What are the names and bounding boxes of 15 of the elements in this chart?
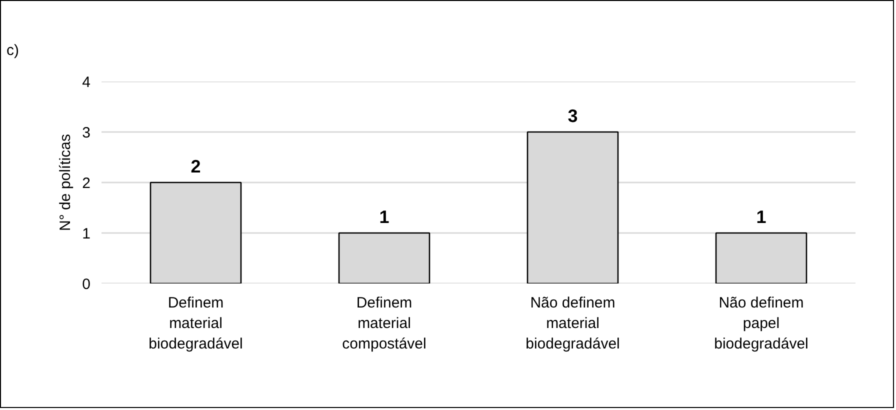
- y-tick-label: 0: [82, 276, 90, 293]
- y-tick-label: 3: [82, 124, 90, 142]
- chart-title: c): [6, 42, 19, 59]
- x-tick-label: Não definem papel biodegradável: [714, 294, 808, 352]
- data-label: 2: [190, 156, 201, 176]
- x-tick-label: Definem material compostável: [342, 294, 426, 352]
- data-label: 1: [756, 207, 766, 227]
- x-tick-label: Definem material biodegradável: [148, 294, 243, 352]
- y-tick-label: 2: [82, 175, 90, 192]
- data-label: 1: [379, 207, 390, 227]
- data-label: 3: [568, 106, 578, 126]
- y-tick-label: 4: [82, 74, 90, 91]
- y-axis-title: N° de políticas: [57, 134, 74, 231]
- y-tick-label: 1: [82, 226, 90, 242]
- x-tick-label: Não definem material biodegradável: [526, 294, 620, 352]
